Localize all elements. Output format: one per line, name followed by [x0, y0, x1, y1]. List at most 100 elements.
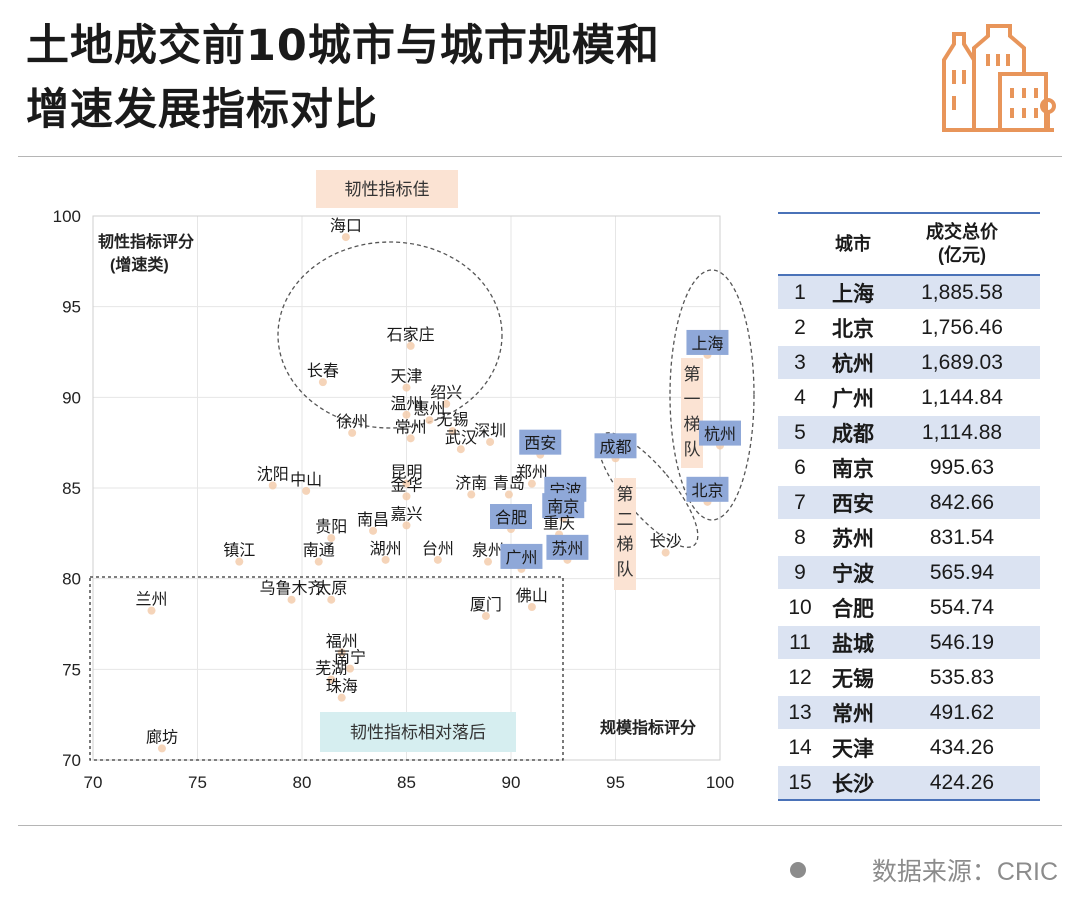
- data-point: [481, 612, 490, 621]
- data-point: [381, 555, 390, 564]
- y-tick-label: 85: [62, 479, 81, 498]
- x-tick-label: 75: [188, 773, 207, 792]
- table-cell-city: 宁波: [822, 555, 884, 591]
- lagging-zone-box: [89, 576, 564, 761]
- data-point: [406, 434, 415, 443]
- data-point: [442, 399, 451, 408]
- table-cell-city: 无锡: [822, 660, 884, 696]
- table-cell-rank: 9: [778, 555, 822, 591]
- data-label: 南通: [303, 542, 335, 560]
- data-label: 海口: [330, 217, 362, 235]
- data-point: [302, 486, 311, 495]
- table-cell-value: 995.63: [884, 450, 1040, 486]
- scatter-chart: 70 75 80 85 90 95 100 70 75 80 85 90 95 100 韧性指标评分 (增速类…: [53, 170, 755, 792]
- table-cell-city: 天津: [822, 730, 884, 766]
- data-label: 广州: [505, 549, 537, 567]
- data-point: [147, 606, 156, 615]
- data-label: 合肥: [495, 509, 527, 527]
- annotation-tier-char: 第: [684, 365, 701, 384]
- data-label: 镇江: [223, 542, 255, 560]
- data-label-bg: [686, 329, 729, 355]
- annotation-tier-char: 队: [617, 560, 634, 579]
- data-label: 南昌: [357, 511, 389, 529]
- data-label: 沈阳: [257, 465, 289, 483]
- data-label: 天津: [390, 368, 422, 386]
- table-row: 13 常州 491.62: [778, 695, 1040, 731]
- annotation-tier-char: 一: [684, 390, 701, 409]
- data-label-bg: [490, 504, 532, 530]
- annotation-tier-char: 梯: [617, 535, 634, 554]
- y-tick-label: 75: [62, 660, 81, 679]
- table-cell-city: 上海: [822, 275, 884, 311]
- data-point: [484, 557, 493, 566]
- data-label: 芜湖: [315, 660, 347, 678]
- table-cell-value: 535.83: [884, 660, 1040, 696]
- data-point: [433, 555, 442, 564]
- data-point: [268, 481, 277, 490]
- data-point: [327, 675, 336, 684]
- city-buildings-icon: [942, 24, 1056, 132]
- data-label: 苏州: [551, 540, 583, 558]
- table-cell-rank: 15: [778, 765, 822, 801]
- data-label: 深圳: [474, 422, 506, 440]
- data-label: 郑州: [516, 464, 548, 482]
- table-cell-rank: 6: [778, 450, 822, 486]
- table-cell-rank: 3: [778, 345, 822, 381]
- data-label: 昆明: [390, 465, 422, 482]
- data-label: 珠海: [326, 678, 358, 696]
- data-point: [327, 534, 336, 543]
- data-label-bg: [546, 534, 589, 560]
- data-label: 金华: [390, 476, 422, 494]
- table-cell-city: 盐城: [822, 625, 884, 661]
- data-label-bg: [699, 420, 741, 446]
- data-point: [527, 602, 536, 611]
- annotation-good: 韧性指标佳: [345, 180, 430, 199]
- y-tick-label: 80: [62, 570, 81, 589]
- data-label-bg: [519, 429, 562, 455]
- table-row: 2 北京 1,756.46: [778, 310, 1040, 346]
- data-label: 福州: [326, 632, 358, 650]
- x-tick-label: 80: [293, 773, 312, 792]
- table-row: 7 西安 842.66: [778, 485, 1040, 521]
- data-label: 石家庄: [387, 326, 435, 344]
- data-point: [448, 427, 457, 436]
- annotation-bg-good: [316, 170, 458, 208]
- table-cell-value: 424.26: [884, 765, 1040, 801]
- data-label: 绍兴: [430, 384, 462, 402]
- data-label: 贵阳: [315, 518, 347, 536]
- table-cell-rank: 14: [778, 730, 822, 766]
- data-point: [456, 445, 465, 454]
- data-point: [157, 744, 166, 753]
- data-point: [467, 490, 476, 499]
- table-cell-rank: 1: [778, 275, 822, 311]
- data-point: [314, 557, 323, 566]
- data-label: 南京: [547, 498, 579, 516]
- table-cell-rank: 7: [778, 485, 822, 521]
- y-axis-label-sub: (增速类): [110, 255, 169, 274]
- table-row: 14 天津 434.26: [778, 730, 1040, 766]
- x-tick-label: 90: [502, 773, 521, 792]
- table-cell-value: 831.54: [884, 520, 1040, 556]
- table-header-rank: [778, 212, 822, 276]
- data-point: [406, 341, 415, 350]
- data-point: [348, 428, 357, 437]
- table-cell-rank: 4: [778, 380, 822, 416]
- source-note: 数据来源：CRIC: [871, 858, 1058, 886]
- title-line-1: 土地成交前10城市与城市规模和: [26, 21, 660, 71]
- data-label: 武汉: [445, 429, 477, 447]
- table-row: 1 上海 1,885.58: [778, 275, 1040, 311]
- y-tick-label: 95: [62, 298, 81, 317]
- data-point: [661, 548, 670, 557]
- annotation-tier-char: 第: [617, 485, 634, 504]
- table-cell-city: 成都: [822, 415, 884, 451]
- annotation-tier-char: 队: [684, 440, 701, 459]
- data-point: [346, 664, 355, 673]
- annotation-lagging: 韧性指标相对落后: [350, 723, 486, 742]
- data-point: [504, 490, 513, 499]
- table-cell-city: 北京: [822, 310, 884, 346]
- data-label: 重庆: [543, 514, 575, 532]
- data-label: 杭州: [704, 426, 736, 444]
- data-label-bg: [542, 493, 585, 519]
- data-point: [337, 693, 346, 702]
- table-cell-value: 1,114.88: [884, 415, 1040, 451]
